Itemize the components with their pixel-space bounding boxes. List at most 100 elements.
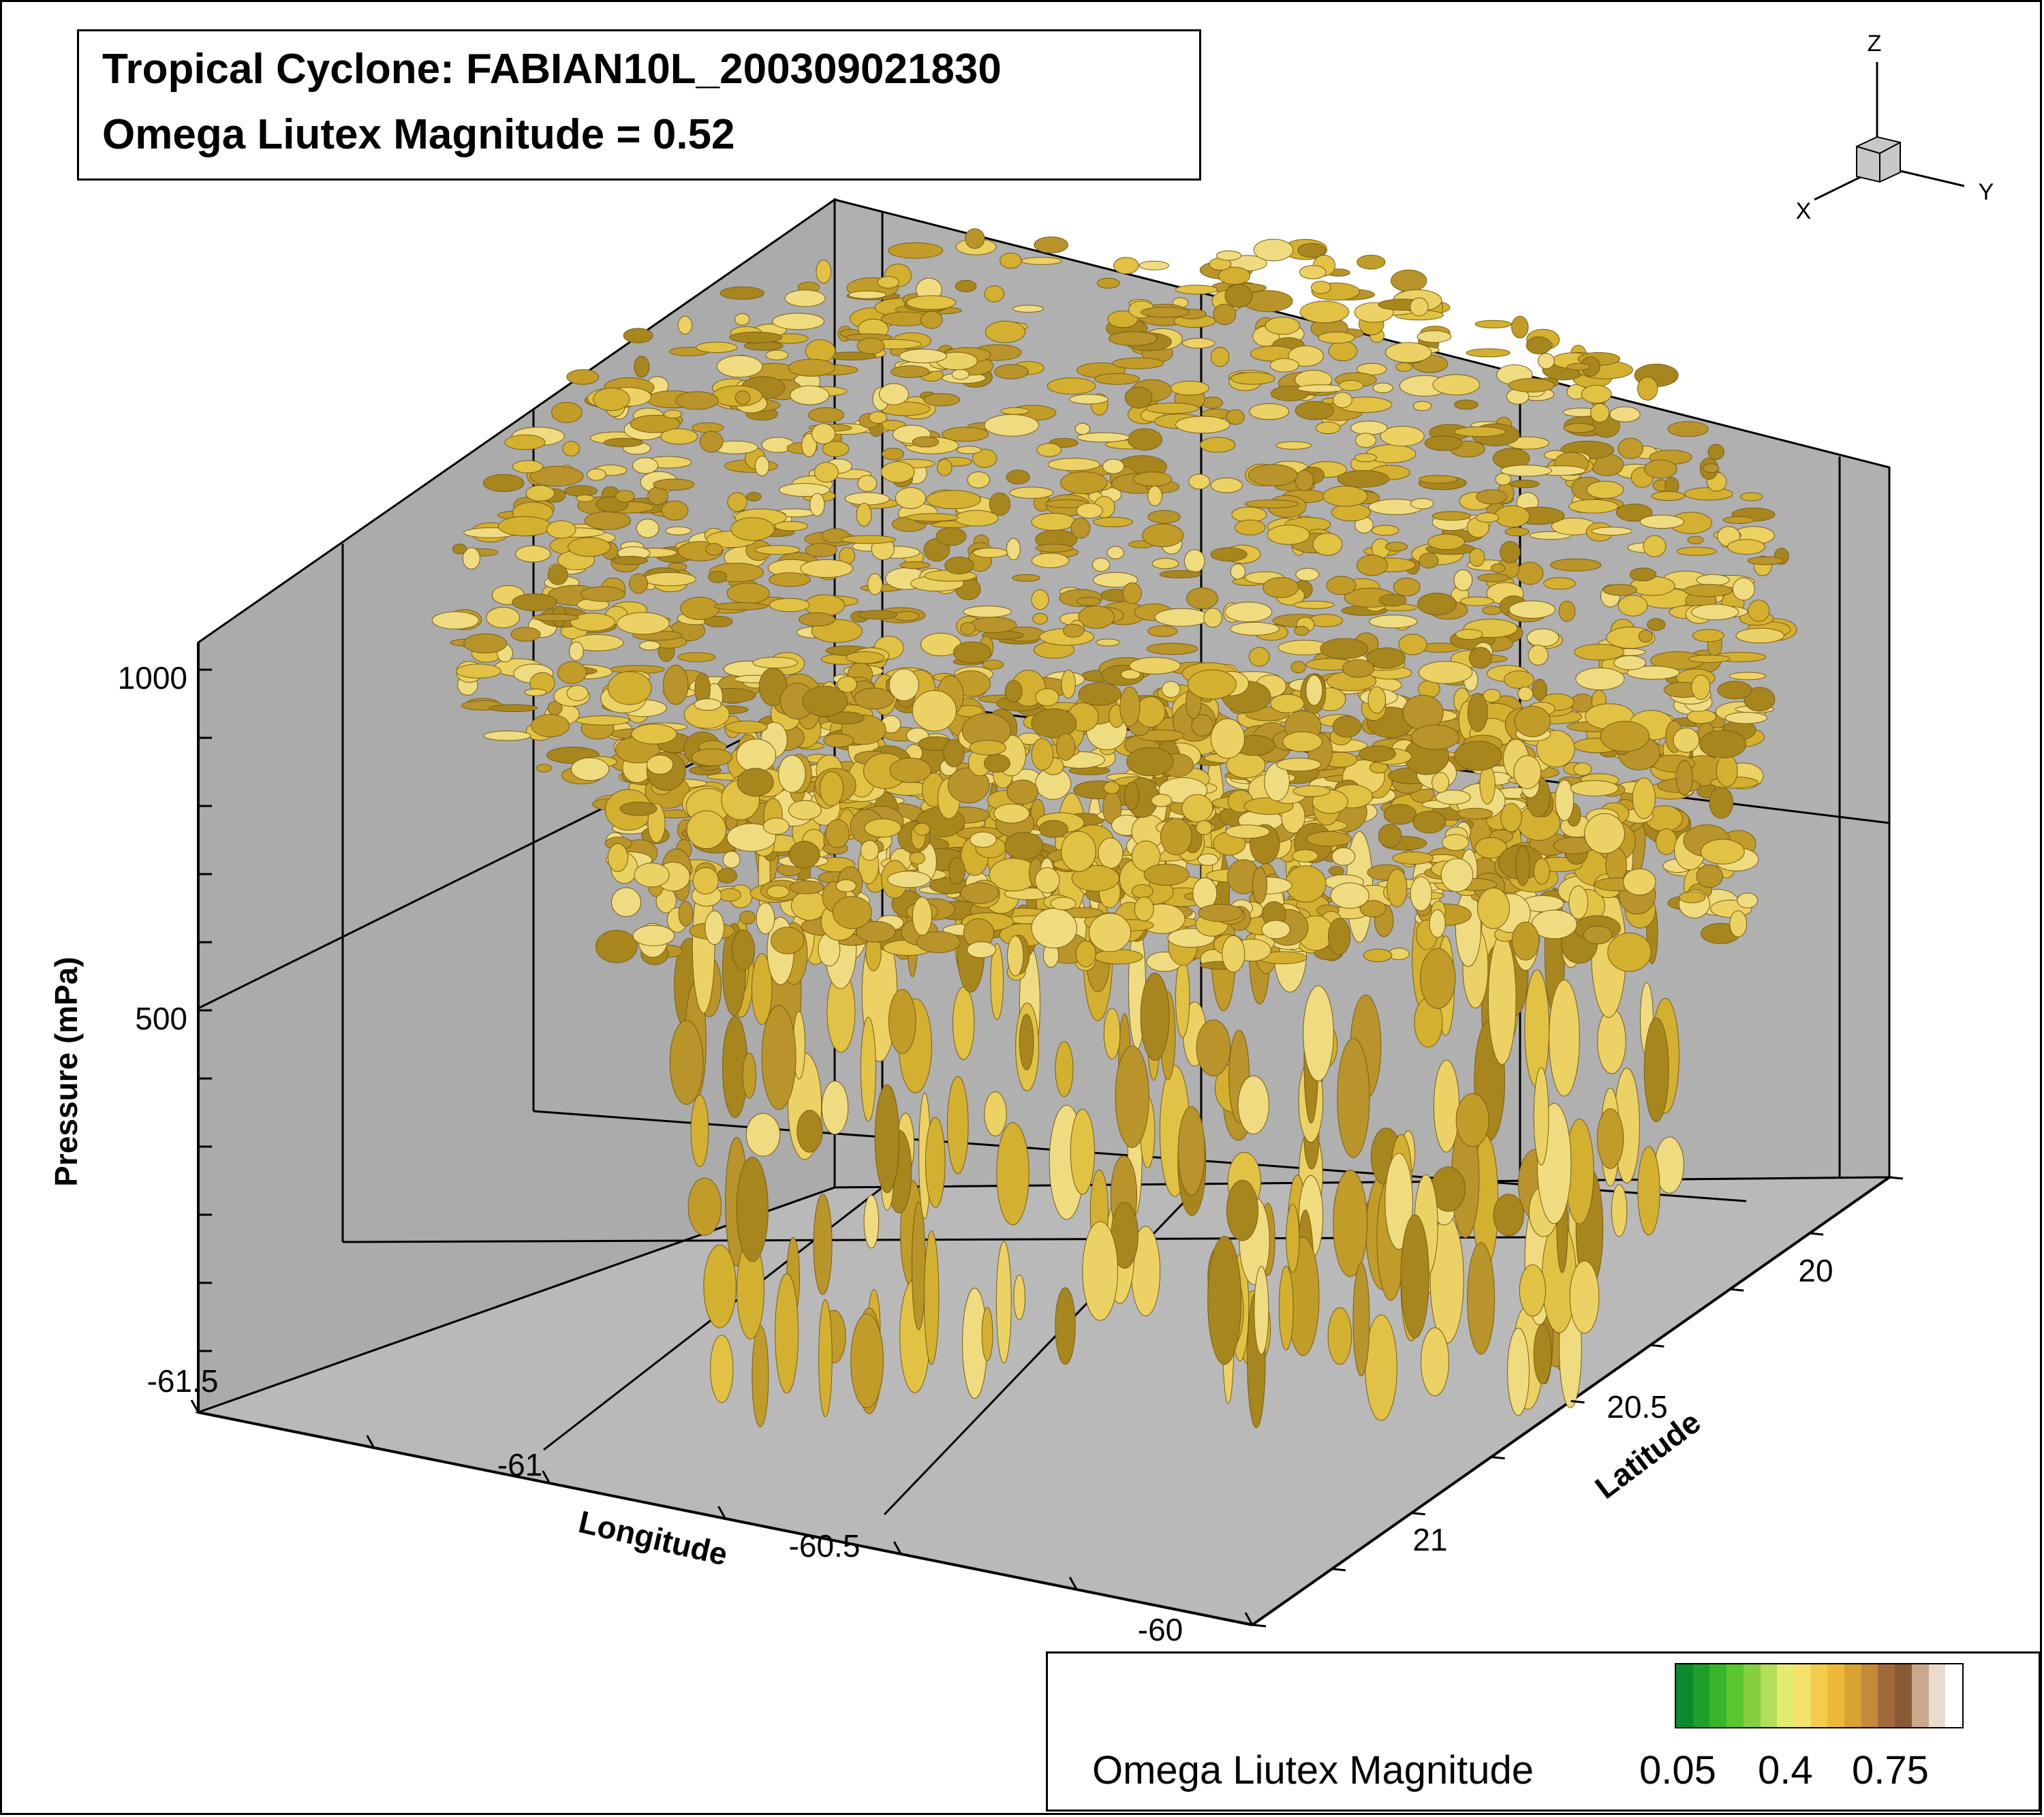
isosurface-blob (1207, 1236, 1242, 1365)
isosurface-blob (864, 818, 902, 838)
isosurface-blob (1431, 511, 1472, 521)
isosurface-blob (1254, 1266, 1269, 1355)
isosurface-blob (632, 457, 659, 474)
isosurface-blob (1234, 519, 1266, 535)
y-tick-21: 21 (1412, 1522, 1447, 1557)
isosurface-blob (1069, 394, 1109, 405)
isosurface-blob (914, 822, 931, 836)
isosurface-blob (1031, 738, 1054, 771)
isosurface-blob (1124, 386, 1153, 409)
isosurface-blob (1722, 516, 1754, 525)
isosurface-blob (1031, 512, 1076, 531)
isosurface-blob (1504, 527, 1530, 537)
isosurface-blob (857, 475, 878, 492)
isosurface-blob (1320, 638, 1369, 659)
isosurface-blob (619, 801, 657, 816)
isosurface-blob (1747, 556, 1784, 565)
isosurface-blob (580, 586, 626, 602)
isosurface-blob (1421, 1327, 1449, 1397)
isosurface-blob (1563, 423, 1596, 433)
isosurface-blob (1574, 644, 1625, 661)
isosurface-blob (981, 1307, 993, 1361)
isosurface-blob (1500, 541, 1521, 563)
isosurface-blob (1295, 401, 1335, 420)
isosurface-blob (889, 758, 931, 783)
orientation-triad: Z X Y (1796, 31, 1994, 224)
isosurface-blob (1491, 563, 1506, 573)
isosurface-blob (1684, 487, 1733, 501)
colorbar-swatch (1827, 1664, 1845, 1727)
isosurface-blob (1455, 629, 1483, 640)
isosurface-blob (993, 803, 1030, 824)
isosurface-blob (1639, 514, 1684, 529)
isosurface-blob (967, 471, 991, 488)
isosurface-blob (1215, 250, 1242, 261)
isosurface-blob (1070, 1108, 1095, 1195)
isosurface-blob (1175, 416, 1230, 434)
isosurface-blob (731, 929, 756, 971)
isosurface-blob (1249, 403, 1290, 420)
isosurface-blob (489, 704, 538, 713)
tick-mark (1331, 1568, 1346, 1572)
isosurface-blob (1328, 341, 1358, 362)
isosurface-blob (1568, 885, 1589, 920)
isosurface-blob (1691, 674, 1711, 700)
isosurface-blob (634, 863, 670, 888)
chart-subtitle: Omega Liutex Magnitude = 0.52 (102, 111, 735, 158)
isosurface-blob (955, 279, 977, 292)
isosurface-blob (778, 755, 806, 793)
isosurface-blob (692, 867, 719, 895)
isosurface-blob (566, 685, 589, 702)
isosurface-blob (1135, 696, 1166, 728)
isosurface-blob (1315, 421, 1341, 435)
colorbar-tick-2: 0.75 (1852, 1748, 1929, 1792)
isosurface-blob (754, 455, 770, 477)
isosurface-blob (636, 518, 660, 538)
isosurface-blob (1700, 839, 1745, 865)
isosurface-blob (1526, 336, 1552, 355)
isosurface-blob (1667, 421, 1709, 437)
colorbar-swatch (1878, 1664, 1895, 1727)
isosurface-blob (1384, 1153, 1413, 1250)
isosurface-blob (1410, 297, 1429, 317)
isosurface-blob (595, 930, 638, 963)
z-tick-500: 500 (135, 1001, 187, 1036)
isosurface-blob (1477, 887, 1510, 929)
isosurface-blob (1732, 577, 1755, 601)
isosurface-blob (726, 823, 777, 852)
isosurface-blob (529, 465, 584, 487)
isosurface-blob (1034, 236, 1068, 253)
isosurface-blob (846, 651, 884, 664)
isosurface-blob (1093, 572, 1139, 588)
isosurface-blob (1359, 745, 1396, 762)
isosurface-blob (1077, 432, 1130, 443)
isosurface-blob (1435, 790, 1471, 805)
isosurface-blob (532, 613, 580, 621)
isosurface-blob (1145, 402, 1199, 414)
isosurface-blob (1429, 909, 1446, 938)
isosurface-blob (1729, 672, 1767, 681)
isosurface-blob (1584, 813, 1625, 854)
isosurface-blob (1230, 372, 1275, 385)
isosurface-blob (1427, 533, 1466, 550)
isosurface-blob (996, 1122, 1029, 1226)
isosurface-blob (1735, 627, 1784, 644)
isosurface-blob (1248, 464, 1298, 486)
isosurface-blob (1526, 628, 1560, 647)
colorbar-swatch (1676, 1664, 1693, 1727)
isosurface-blob (1466, 348, 1511, 358)
colorbar-swatch (1777, 1664, 1794, 1727)
isosurface-blob (895, 487, 927, 510)
isosurface-blob (790, 385, 830, 405)
isosurface-blob (1387, 869, 1408, 907)
isosurface-blob (1395, 362, 1413, 372)
isosurface-blob (504, 434, 546, 450)
isosurface-blob (953, 641, 991, 664)
isosurface-blob (888, 242, 944, 259)
isosurface-blob (1006, 779, 1038, 805)
isosurface-blob (524, 688, 547, 696)
isosurface-blob (639, 640, 661, 651)
isosurface-blob (1494, 505, 1530, 528)
isosurface-blob (1098, 837, 1124, 869)
